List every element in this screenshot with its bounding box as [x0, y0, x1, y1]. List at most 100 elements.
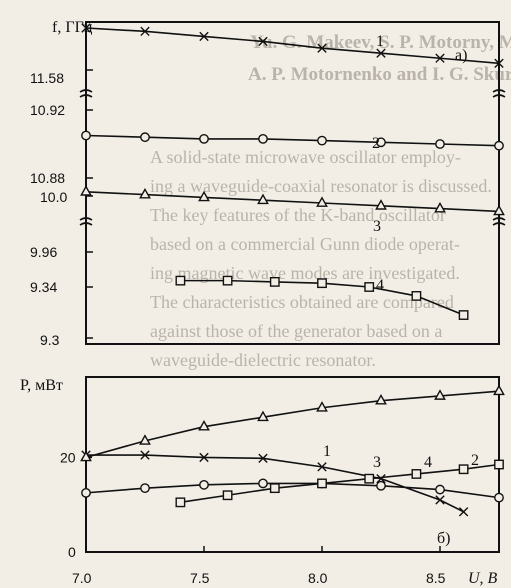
data-point	[493, 384, 505, 396]
series-label: 4	[424, 454, 432, 471]
data-point	[458, 310, 469, 320]
data-point	[317, 135, 327, 146]
data-point	[316, 401, 328, 412]
bg-abstract-line: A solid-state microwave oscillator emplo…	[150, 147, 461, 167]
axis-break-mark	[79, 89, 93, 98]
panel-a-axis-breaks	[79, 89, 506, 226]
series-label: 1	[376, 33, 384, 50]
data-point	[494, 492, 504, 503]
data-point	[411, 291, 422, 301]
data-point	[434, 389, 446, 400]
data-point	[411, 469, 422, 479]
data-point	[458, 507, 469, 517]
y-tick-label: 9.34	[30, 279, 57, 295]
data-point	[257, 410, 269, 422]
data-point	[199, 133, 209, 144]
data-point	[364, 473, 375, 484]
data-point	[80, 450, 92, 462]
data-point	[269, 483, 280, 494]
series-line-4	[180, 463, 500, 504]
data-point	[258, 36, 268, 47]
panel-a-series-group: 1 2 3 4	[80, 23, 505, 320]
chart-panel-a: f, ГГц 11.58 10.92 10.88 10.0 9.96 9.34 …	[30, 19, 506, 348]
data-point	[376, 473, 386, 484]
y-tick-label: 10.88	[30, 170, 65, 186]
data-point	[375, 394, 387, 405]
data-point	[376, 137, 386, 148]
data-point	[175, 497, 186, 508]
bg-abstract-line: The key features of the K-band oscillato…	[150, 205, 446, 225]
data-point	[317, 478, 327, 489]
data-point	[81, 130, 91, 141]
data-point	[258, 453, 268, 464]
data-point	[222, 490, 233, 501]
panel-b-series-group: 1 2 3 4	[80, 384, 505, 517]
data-point	[494, 459, 504, 470]
data-point	[316, 196, 328, 207]
data-point	[198, 190, 210, 202]
data-point	[222, 275, 233, 286]
data-point	[199, 479, 209, 490]
series-label: 3	[373, 218, 381, 235]
y-tick-label: 10.0	[40, 189, 67, 205]
y-tick-label: 9.3	[40, 332, 60, 348]
panel-a-label: а)	[455, 47, 467, 64]
data-point	[494, 140, 504, 151]
y-tick-label: 20	[60, 449, 76, 465]
series-line-2	[85, 134, 500, 147]
y-tick-label: 0	[68, 544, 76, 560]
data-point	[435, 484, 445, 495]
bg-abstract-line: ing a waveguide-coaxial resonator is dis…	[150, 176, 492, 196]
panel-b-frame	[85, 376, 500, 553]
bg-abstract-line: waveguide-dielectric resonator.	[150, 350, 376, 370]
data-point	[493, 204, 505, 216]
bg-abstract-line: against those of the generator based on …	[150, 321, 442, 341]
series-line-1	[86, 454, 464, 513]
data-point	[140, 450, 150, 460]
data-point	[258, 478, 268, 489]
series-line-3	[85, 390, 500, 459]
series-label: 4	[376, 277, 384, 294]
data-point	[376, 48, 386, 58]
x-tick-label: 7.5	[190, 570, 210, 586]
data-point	[434, 201, 446, 213]
panel-a-frame	[85, 21, 500, 345]
data-point	[317, 278, 327, 289]
x-tick-label: 8.0	[308, 570, 328, 586]
data-point	[198, 420, 210, 431]
data-point	[139, 434, 151, 445]
panel-b-xlabel: U, B	[468, 570, 498, 587]
series-label: 1	[323, 443, 331, 460]
data-point	[199, 452, 209, 463]
y-tick-label: 9.96	[30, 244, 57, 260]
axis-break-mark	[79, 217, 93, 226]
data-point	[494, 58, 504, 68]
y-tick-label: 11.58	[30, 70, 64, 86]
series-line-1	[85, 27, 500, 65]
bg-authors-line2: A. P. Motornenko and I. G. Skuratovsky	[248, 64, 511, 85]
data-point	[376, 480, 386, 491]
panel-a-y-ticks	[86, 69, 93, 339]
series-line-3	[85, 191, 500, 213]
series-label: 2	[471, 452, 479, 469]
data-point	[175, 275, 186, 286]
data-point	[375, 199, 387, 210]
data-point	[139, 187, 151, 199]
series-label: 2	[372, 135, 380, 152]
data-point	[81, 487, 91, 498]
series-label: 3	[373, 454, 381, 471]
data-point	[140, 26, 150, 37]
data-point	[435, 139, 445, 149]
data-point	[81, 23, 91, 33]
data-point	[435, 53, 445, 63]
chart-panel-b: P, мВт U, B б) 7.0 7.5 8.0 8.5 0 20 1 2 3 4	[20, 376, 505, 587]
panel-b-ticks-group: 7.0 7.5 8.0 8.5 0 20	[60, 449, 446, 586]
x-tick-label: 8.5	[426, 570, 446, 586]
data-point	[435, 495, 445, 505]
axis-break-mark	[492, 217, 506, 226]
bg-abstract-line: The characteristics obtained are compare…	[150, 292, 454, 312]
data-point	[269, 277, 280, 287]
data-point	[257, 193, 269, 205]
data-point	[317, 462, 327, 472]
